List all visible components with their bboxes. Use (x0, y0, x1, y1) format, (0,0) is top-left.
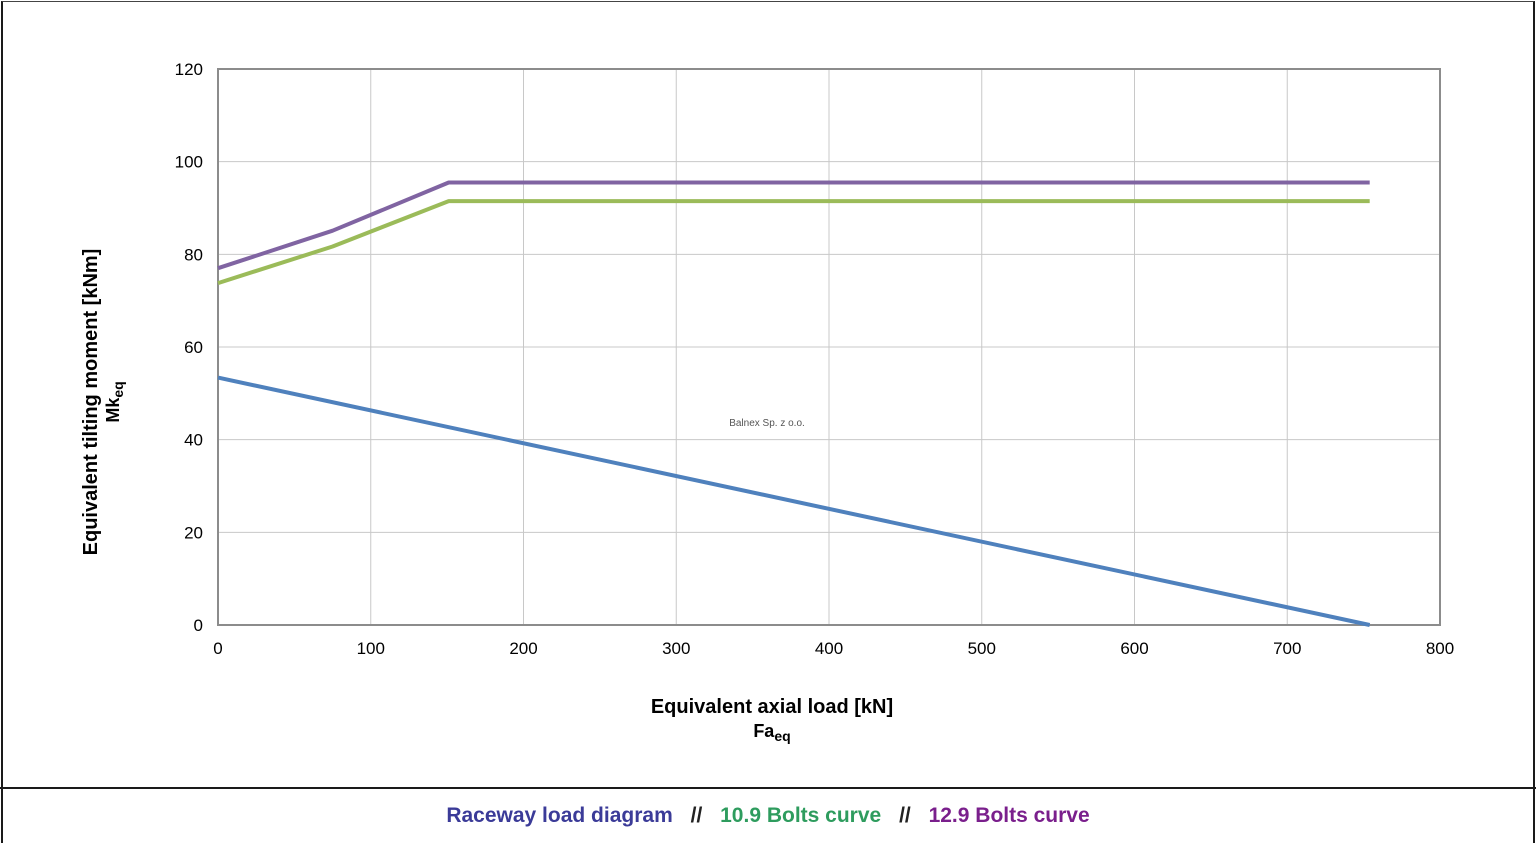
x-tick-label: 600 (1120, 639, 1148, 658)
x-tick-label: 200 (509, 639, 537, 658)
series-group (217, 180, 1371, 627)
x-axis-symbol: Faeq (753, 721, 790, 744)
x-axis-title: Equivalent axial load [kN] (651, 696, 893, 718)
watermark-annotation: Balnex Sp. z o.o. (729, 418, 805, 429)
legend-item-bolts-10-9: 10.9 Bolts curve (720, 804, 882, 827)
x-tick-label: 800 (1426, 639, 1454, 658)
y-tick-label: 80 (184, 245, 203, 264)
series-line-10-9-bolts-curve (217, 199, 1370, 286)
grid (218, 69, 1440, 625)
y-axis-title-group: Equivalent tilting moment [kNm] Mkeq (80, 249, 126, 556)
y-tick-label: 40 (184, 431, 203, 450)
x-tick-label: 300 (662, 639, 690, 658)
line-chart: 0 100 200 300 400 500 600 700 800 0 20 40 60 80 100 120… (80, 60, 1455, 744)
y-axis-symbol-subscript: eq (110, 381, 126, 397)
x-tick-label: 0 (213, 639, 222, 658)
series-line-12-9-bolts-curve (217, 180, 1370, 271)
y-tick-label: 20 (184, 523, 203, 542)
x-tick-label: 400 (815, 639, 843, 658)
y-tick-label: 120 (175, 60, 203, 79)
x-tick-label: 700 (1273, 639, 1301, 658)
tick-labels: 0 100 200 300 400 500 600 700 800 0 20 40 60 80 100 120 (175, 60, 1455, 658)
legend-item-raceway: Raceway load diagram (446, 804, 673, 827)
plot-area-border (217, 68, 1441, 626)
legend-separator: // (690, 804, 703, 827)
legend-separator: // (899, 804, 911, 827)
y-tick-label: 60 (184, 338, 203, 357)
x-tick-label: 100 (357, 639, 385, 658)
legend-item-bolts-12-9: 12.9 Bolts curve (928, 804, 1090, 827)
y-tick-label: 100 (175, 153, 203, 172)
x-axis-title-group: Equivalent axial load [kN] Faeq (651, 696, 893, 744)
x-axis-symbol-main: Fa (753, 721, 775, 741)
y-axis-symbol: Mkeq (103, 381, 126, 422)
legend: Raceway load diagram // 10.9 Bolts curve… (0, 787, 1536, 844)
y-tick-label: 0 (194, 616, 203, 635)
x-axis-symbol-subscript: eq (774, 728, 790, 744)
x-tick-label: 500 (968, 639, 996, 658)
series-line-raceway-load-diagram (217, 375, 1371, 627)
y-axis-symbol-main: Mk (103, 397, 123, 423)
y-axis-title: Equivalent tilting moment [kNm] (80, 249, 102, 556)
